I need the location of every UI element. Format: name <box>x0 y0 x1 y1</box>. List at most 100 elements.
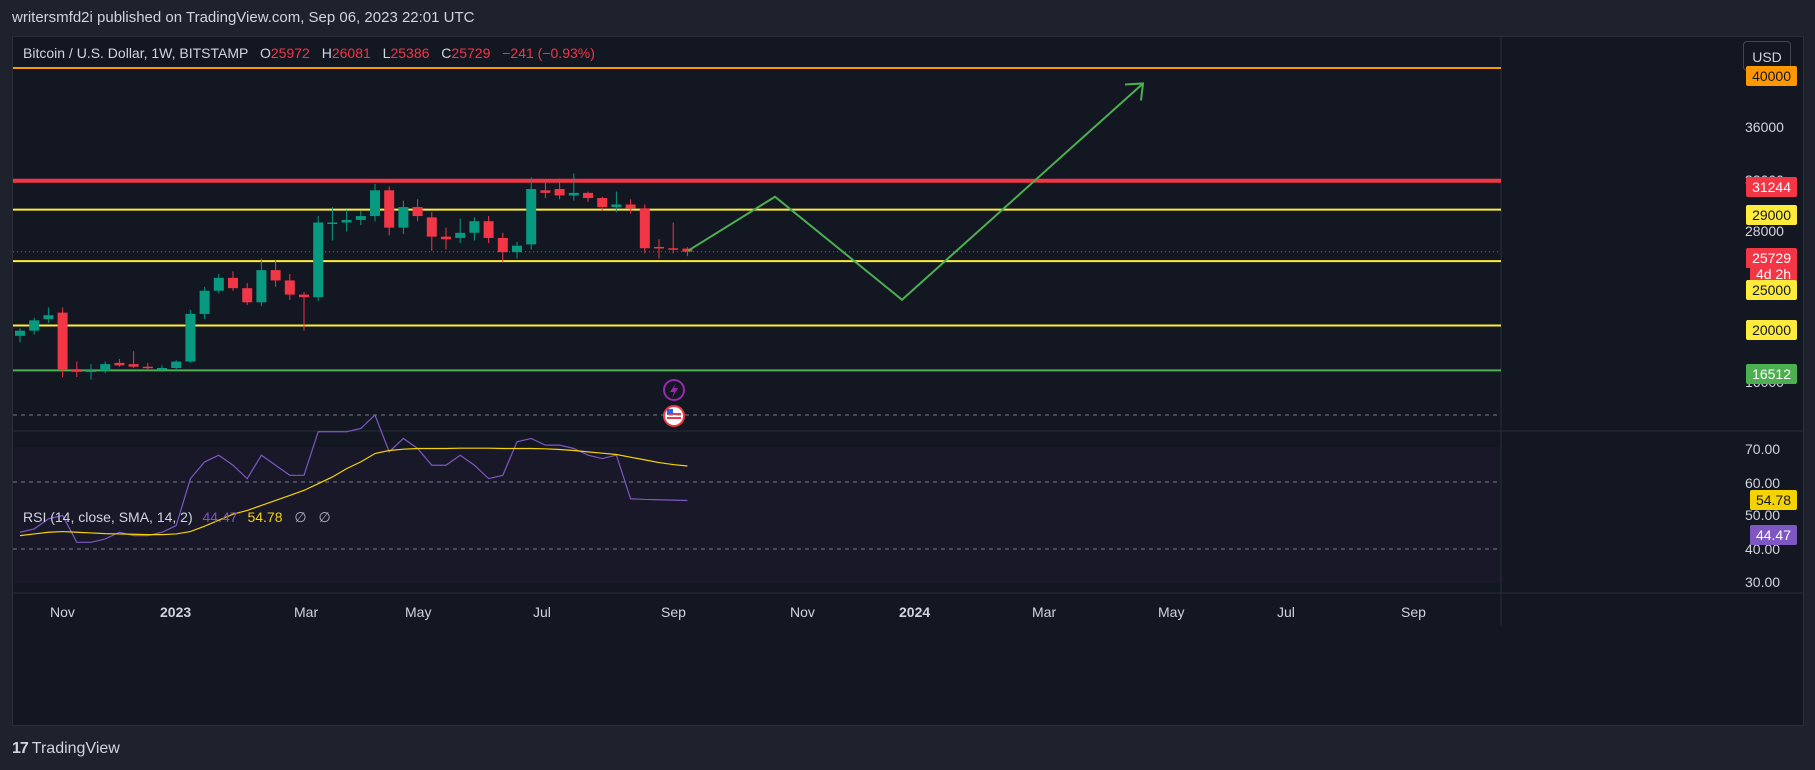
time-label-sep-2023: Sep <box>661 604 686 620</box>
time-label-mar-2024: Mar <box>1032 604 1057 620</box>
time-label-sep-2024: Sep <box>1401 604 1426 620</box>
tradingview-mark-icon: 17 <box>12 740 29 757</box>
close-key: C <box>441 45 452 61</box>
candle-body <box>57 312 68 370</box>
candle-body <box>682 248 693 252</box>
candle-body <box>568 192 579 196</box>
projection-arrow-head-icon <box>1124 82 1145 101</box>
rsi-tick-50: 50.00 <box>1745 507 1781 523</box>
rsi-sma-value: 54.78 <box>247 509 283 525</box>
level-label-20000: 20000 <box>1746 320 1797 340</box>
low-key: L <box>382 45 391 61</box>
open-key: O <box>260 45 271 61</box>
rsi-value-label: 44.47 <box>1749 525 1797 545</box>
candle-body <box>341 219 352 223</box>
candle-body <box>668 248 679 250</box>
chart-canvas[interactable] <box>13 37 1803 725</box>
candle-body <box>654 246 664 249</box>
candle-body <box>398 207 409 228</box>
candle-body <box>611 204 622 208</box>
level-label-16512: 16512 <box>1746 364 1797 384</box>
candle-body <box>199 290 210 314</box>
candle-body <box>469 221 480 233</box>
time-label-2024: 2024 <box>899 604 931 620</box>
candle-body <box>100 364 111 371</box>
candle-body <box>355 216 366 220</box>
bottom-bar: 17 TradingView <box>0 730 1815 770</box>
candle-body <box>384 190 395 228</box>
publisher-info: writersmfd2i published on TradingView.co… <box>12 9 475 26</box>
us-flag-stripe-icon <box>667 417 681 419</box>
candle-body <box>426 217 437 237</box>
rsi-title: RSI (14, close, SMA, 14, 2) <box>23 509 193 525</box>
candle-body <box>270 270 281 281</box>
candle-body <box>526 189 537 245</box>
candle-body <box>157 367 167 370</box>
rsi-legend: RSI (14, close, SMA, 14, 2) 44.47 54.78 … <box>23 509 331 526</box>
lightning-bolt-icon <box>670 383 678 398</box>
candle-body <box>597 198 608 208</box>
brand-name: TradingView <box>31 740 120 757</box>
candle-body <box>15 330 25 336</box>
time-label-may-2023: May <box>405 604 432 620</box>
rsi-sma-line <box>19 447 688 537</box>
level-label-25000: 25000 <box>1746 280 1797 300</box>
top-bar: writersmfd2i published on TradingView.co… <box>0 0 1815 36</box>
candle-body <box>512 245 522 253</box>
rsi-tick-70: 70.00 <box>1745 441 1781 457</box>
candle-body <box>284 280 295 295</box>
candle-body <box>29 320 40 331</box>
chart-panel[interactable]: Bitcoin / U.S. Dollar, 1W, BITSTAMP O259… <box>12 36 1804 726</box>
time-label-nov-2022: Nov <box>50 604 75 620</box>
open-value: 25972 <box>270 45 310 61</box>
candle-body <box>142 366 153 369</box>
us-flag-canton-icon <box>667 409 673 414</box>
candle-body <box>171 361 182 368</box>
tradingview-logo[interactable]: 17 TradingView <box>12 740 120 758</box>
rsi-empty-1: ∅ <box>294 509 307 525</box>
time-label-mar-2023: Mar <box>294 604 319 620</box>
candle-body <box>242 288 253 303</box>
candle-body <box>327 222 338 224</box>
candle-body <box>441 236 451 240</box>
level-label-40000: 40000 <box>1746 66 1797 86</box>
rsi-empty-2: ∅ <box>318 509 331 525</box>
time-label-nov-2023: Nov <box>790 604 815 620</box>
candle-body <box>625 204 636 209</box>
level-label-29000: 29000 <box>1746 205 1797 225</box>
high-key: H <box>321 45 332 61</box>
symbol-legend: Bitcoin / U.S. Dollar, 1W, BITSTAMP O259… <box>23 45 595 61</box>
candle-body <box>43 315 54 320</box>
level-label-31244: 31244 <box>1746 177 1797 197</box>
candle-body <box>583 192 593 199</box>
rsi-tick-40: 40.00 <box>1745 541 1781 557</box>
time-label-jul-2023: Jul <box>533 604 551 620</box>
rsi-sma-label: 54.78 <box>1749 490 1797 510</box>
price-tick-28000: 28000 <box>1745 223 1784 239</box>
symbol-title: Bitcoin / U.S. Dollar, 1W, BITSTAMP <box>23 45 249 61</box>
candle-body <box>483 221 494 238</box>
candle-body <box>299 294 309 298</box>
change-value: −241 (−0.93%) <box>502 45 595 61</box>
low-value: 25386 <box>390 45 430 61</box>
us-flag-stripe-icon <box>667 413 681 415</box>
candle-body <box>497 237 508 253</box>
close-value: 25729 <box>451 45 491 61</box>
bar-countdown-label: 4d 2h <box>1749 264 1797 284</box>
candle-body <box>540 190 551 193</box>
candle-body <box>554 189 565 196</box>
candle-body <box>128 364 139 367</box>
rsi-value: 44.47 <box>202 509 238 525</box>
candle-body <box>71 369 82 372</box>
price-tick-36000: 36000 <box>1745 119 1784 135</box>
time-label-may-2024: May <box>1158 604 1185 620</box>
rsi-band-background <box>13 447 1501 583</box>
candle-body <box>412 207 423 217</box>
rsi-tick-30: 30.00 <box>1745 574 1781 590</box>
time-label-jul-2024: Jul <box>1277 604 1295 620</box>
rsi-line <box>19 413 688 543</box>
rsi-tick-60: 60.00 <box>1745 475 1781 491</box>
candle-body <box>639 208 650 249</box>
candle-body <box>213 277 224 291</box>
candle-body <box>228 277 238 289</box>
